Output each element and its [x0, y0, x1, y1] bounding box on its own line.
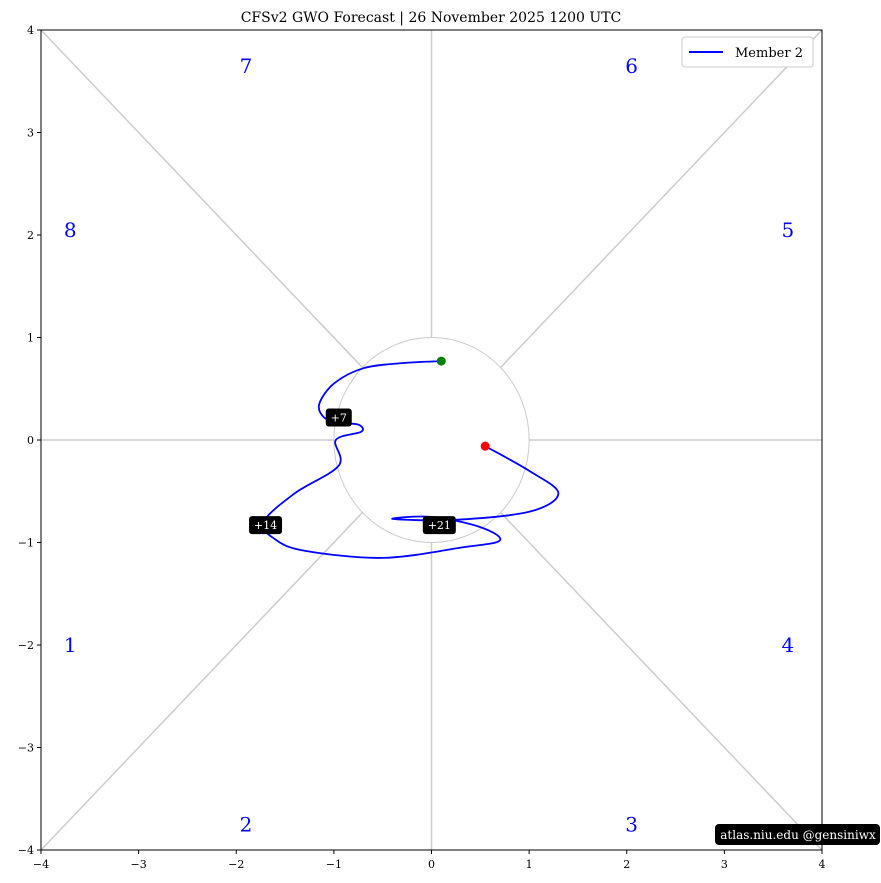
x-tick-label: −1: [326, 858, 342, 871]
x-tick-label: −2: [228, 858, 244, 871]
day-label-text: +7: [331, 411, 347, 424]
day-label-box: [325, 408, 352, 427]
credit-background: [715, 824, 880, 845]
x-tick-label: 3: [721, 858, 728, 871]
x-tick-label: −3: [131, 858, 147, 871]
credit-badge: atlas.niu.edu @gensiniwx: [715, 824, 880, 845]
y-tick-label: −1: [18, 537, 34, 550]
phase-label-5: 5: [781, 218, 794, 242]
phase-label-2: 2: [240, 812, 253, 836]
day-label-box: [422, 516, 456, 535]
credit-text: atlas.niu.edu @gensiniwx: [720, 828, 876, 842]
phase-guide-lines: [40, 29, 823, 851]
y-tick-label: −2: [18, 639, 34, 652]
y-tick-label: −4: [18, 844, 34, 857]
x-tick-label: 2: [623, 858, 630, 871]
x-tick-label: −4: [33, 858, 49, 871]
unit-circle: [333, 337, 530, 543]
y-axis-ticks: 4 3 2 1 0 −1 −2 −3 −4: [18, 24, 41, 857]
phase-labels: 1 2 3 4 5 6 7 8: [64, 54, 794, 837]
y-tick-label: 0: [27, 434, 34, 447]
phase-label-8: 8: [64, 218, 77, 242]
legend-box: [681, 36, 814, 68]
day-labels: +7 +14 +21: [249, 408, 456, 535]
legend-label: Member 2: [735, 46, 803, 61]
x-axis-ticks: −4 −3 −2 −1 0 1 2 3 4: [33, 850, 826, 871]
y-tick-label: 2: [27, 229, 34, 242]
day-label-text: +21: [428, 519, 451, 532]
phase-label-6: 6: [625, 54, 638, 78]
phase-label-4: 4: [781, 633, 794, 657]
y-tick-label: −3: [18, 742, 34, 755]
phase-label-7: 7: [240, 54, 253, 78]
end-point-marker: [480, 441, 490, 451]
x-tick-label: 0: [428, 858, 435, 871]
x-tick-label: 4: [819, 858, 826, 871]
start-point-marker: [436, 356, 446, 366]
day-label-text: +14: [254, 519, 277, 532]
y-tick-label: 4: [27, 24, 34, 37]
x-tick-label: 1: [526, 858, 533, 871]
phase-label-1: 1: [64, 633, 77, 657]
day-label-box: [249, 516, 283, 535]
y-tick-label: 1: [27, 332, 34, 345]
legend: Member 2: [681, 36, 814, 68]
phase-label-3: 3: [625, 812, 638, 836]
chart-title: CFSv2 GWO Forecast | 26 November 2025 12…: [241, 10, 622, 26]
y-tick-label: 3: [27, 127, 34, 140]
